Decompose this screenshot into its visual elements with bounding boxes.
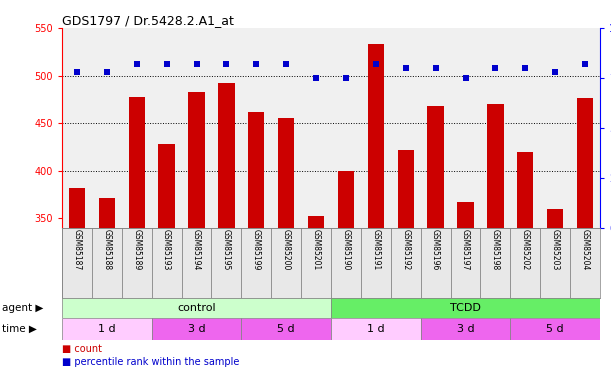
Point xyxy=(521,65,530,71)
Bar xyxy=(128,97,145,228)
Point xyxy=(491,65,500,71)
Bar xyxy=(152,228,181,298)
Bar xyxy=(98,198,115,228)
Bar xyxy=(331,228,361,298)
Bar xyxy=(181,228,211,298)
Point xyxy=(580,61,590,67)
Bar xyxy=(301,228,331,298)
Text: GSM85191: GSM85191 xyxy=(371,230,380,271)
Bar xyxy=(577,98,593,228)
Bar xyxy=(547,209,563,228)
Point xyxy=(162,61,172,67)
Bar xyxy=(487,104,503,228)
Text: 5 d: 5 d xyxy=(546,324,564,334)
Point xyxy=(281,61,291,67)
Bar xyxy=(368,44,384,228)
Bar xyxy=(62,298,331,318)
Text: ■ percentile rank within the sample: ■ percentile rank within the sample xyxy=(62,357,240,367)
Point xyxy=(102,69,112,75)
Text: GSM85197: GSM85197 xyxy=(461,230,470,271)
Bar xyxy=(211,228,241,298)
Text: 1 d: 1 d xyxy=(98,324,115,334)
Bar xyxy=(271,228,301,298)
Bar xyxy=(457,202,474,228)
Bar xyxy=(92,228,122,298)
Bar xyxy=(391,228,420,298)
Bar xyxy=(338,171,354,228)
Bar xyxy=(331,298,600,318)
Bar xyxy=(158,144,175,228)
Bar xyxy=(510,228,540,298)
Text: GSM85204: GSM85204 xyxy=(580,230,590,271)
Text: 5 d: 5 d xyxy=(277,324,295,334)
Bar xyxy=(152,318,241,340)
Text: GSM85189: GSM85189 xyxy=(132,230,141,271)
Text: GSM85201: GSM85201 xyxy=(312,230,321,271)
Bar xyxy=(361,228,391,298)
Text: GSM85188: GSM85188 xyxy=(102,230,111,270)
Bar xyxy=(570,228,600,298)
Text: agent ▶: agent ▶ xyxy=(2,303,43,313)
Text: GSM85198: GSM85198 xyxy=(491,230,500,271)
Bar xyxy=(517,152,533,228)
Point xyxy=(132,61,142,67)
Bar xyxy=(540,228,570,298)
Text: time ▶: time ▶ xyxy=(2,324,37,334)
Bar xyxy=(218,83,235,228)
Bar xyxy=(62,228,92,298)
Point xyxy=(222,61,232,67)
Text: GSM85203: GSM85203 xyxy=(551,230,560,271)
Point xyxy=(192,61,202,67)
Bar xyxy=(420,318,510,340)
Point xyxy=(461,75,470,81)
Bar xyxy=(241,228,271,298)
Bar xyxy=(241,318,331,340)
Text: ■ count: ■ count xyxy=(62,344,102,354)
Point xyxy=(72,69,82,75)
Point xyxy=(431,65,441,71)
Bar xyxy=(480,228,510,298)
Text: 3 d: 3 d xyxy=(188,324,205,334)
Bar xyxy=(122,228,152,298)
Text: GSM85202: GSM85202 xyxy=(521,230,530,271)
Text: TCDD: TCDD xyxy=(450,303,481,313)
Text: GSM85190: GSM85190 xyxy=(342,230,351,271)
Bar xyxy=(510,318,600,340)
Point xyxy=(251,61,261,67)
Text: 3 d: 3 d xyxy=(456,324,474,334)
Text: control: control xyxy=(177,303,216,313)
Text: GSM85192: GSM85192 xyxy=(401,230,410,271)
Bar xyxy=(420,228,450,298)
Bar xyxy=(68,188,85,228)
Bar xyxy=(331,318,420,340)
Bar xyxy=(62,318,152,340)
Text: GSM85193: GSM85193 xyxy=(162,230,171,271)
Text: GSM85194: GSM85194 xyxy=(192,230,201,271)
Text: GDS1797 / Dr.5428.2.A1_at: GDS1797 / Dr.5428.2.A1_at xyxy=(62,14,234,27)
Text: GSM85196: GSM85196 xyxy=(431,230,440,271)
Bar xyxy=(398,150,414,228)
Point xyxy=(551,69,560,75)
Point xyxy=(311,75,321,81)
Bar xyxy=(308,216,324,228)
Point xyxy=(371,61,381,67)
Text: 1 d: 1 d xyxy=(367,324,385,334)
Bar xyxy=(450,228,480,298)
Bar xyxy=(278,118,295,228)
Point xyxy=(401,65,411,71)
Bar xyxy=(188,92,205,228)
Point xyxy=(341,75,351,81)
Bar xyxy=(427,106,444,228)
Bar xyxy=(248,112,265,228)
Text: GSM85187: GSM85187 xyxy=(73,230,81,271)
Text: GSM85199: GSM85199 xyxy=(252,230,261,271)
Text: GSM85195: GSM85195 xyxy=(222,230,231,271)
Text: GSM85200: GSM85200 xyxy=(282,230,291,271)
